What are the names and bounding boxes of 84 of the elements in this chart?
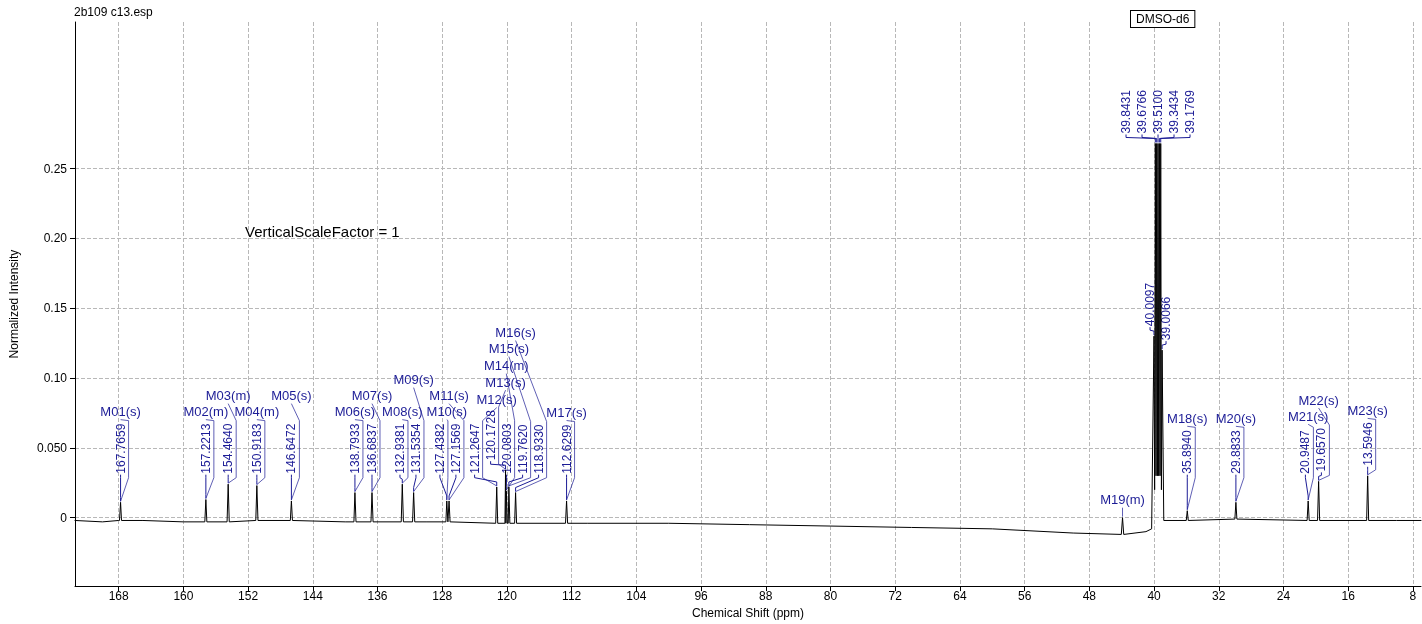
annotation: 167.7659 <box>113 423 128 474</box>
annotation: M04(m) <box>234 404 280 420</box>
text: 2b109 c13.esp <box>74 5 154 19</box>
x-tick-label: 56 <box>1017 589 1032 604</box>
annotation: 150.9183 <box>249 423 264 474</box>
x-tick-label: 32 <box>1212 589 1226 604</box>
x-tick-label: 168 <box>108 589 130 604</box>
annotation: M02(m) <box>183 404 229 420</box>
annotation: M23(s) <box>1347 402 1388 418</box>
annotation: M08(s) <box>382 404 423 420</box>
y-tick-label: 0.15 <box>43 301 68 316</box>
annotation: DMSO-d6 <box>1136 12 1190 26</box>
annotation: 154.4640 <box>221 423 236 474</box>
annotation: 119.7620 <box>515 424 530 474</box>
y-tick-label: 0.050 <box>36 440 68 455</box>
annotation: 132.9381 <box>392 423 407 474</box>
annotation: 120.1728 <box>483 409 498 461</box>
annotation: M17(s) <box>546 405 587 421</box>
y-tick-label: 0 <box>60 510 68 525</box>
annotation: 19.6570 <box>1314 427 1329 472</box>
x-tick-label: 16 <box>1341 589 1356 604</box>
x-tick-label: 120 <box>496 589 518 604</box>
annotation: M22(s) <box>1298 392 1339 408</box>
annotation: M07(s) <box>351 388 393 404</box>
x-tick-label: 104 <box>626 589 647 604</box>
annotation: M14(m) <box>483 358 529 374</box>
annotation: 39.8431 <box>1119 89 1134 134</box>
x-tick-label: 24 <box>1276 589 1291 604</box>
y-tick-label: 0.10 <box>43 371 68 386</box>
annotation: M15(s) <box>488 341 530 357</box>
annotation: M01(s) <box>100 404 141 420</box>
annotation: M12(s) <box>476 392 517 408</box>
annotation: 118.9330 <box>531 424 546 474</box>
annotation: 120.0803 <box>499 423 514 474</box>
annotation: M05(s) <box>271 388 312 404</box>
annotation: 35.8940 <box>1180 429 1195 474</box>
annotation: M03(m) <box>205 388 251 404</box>
x-tick-label: 128 <box>432 589 453 604</box>
annotation: 39.5100 <box>1151 89 1166 134</box>
annotation: 39.1769 <box>1183 89 1198 134</box>
x-tick-label: 8 <box>1409 589 1417 604</box>
x-tick-label: 48 <box>1082 589 1097 604</box>
annotation: 131.5354 <box>408 423 423 474</box>
annotation: 29.8833 <box>1228 429 1243 474</box>
x-tick-label: 160 <box>173 589 194 604</box>
annotation: 146.6472 <box>284 423 299 474</box>
annotation: M06(s) <box>334 404 376 420</box>
annotation: 39.6766 <box>1135 89 1150 134</box>
annotation: 39.0066 <box>1159 296 1174 341</box>
annotation: 13.5946 <box>1360 422 1375 466</box>
x-tick-label: 136 <box>367 589 388 604</box>
annotation: M21(s) <box>1287 408 1329 424</box>
x-tick-label: 96 <box>694 589 709 604</box>
annotation: 127.4382 <box>432 423 447 474</box>
x-axis-title: Chemical Shift (ppm) <box>691 606 805 620</box>
annotation: VerticalScaleFactor = 1 <box>245 223 400 240</box>
x-tick-label: 88 <box>759 589 773 604</box>
x-tick-label: 80 <box>823 589 838 604</box>
y-tick-label: 0.25 <box>43 161 68 176</box>
x-tick-label: 144 <box>302 589 324 604</box>
annotation: 127.1569 <box>448 423 463 474</box>
annotation: 20.9487 <box>1298 429 1313 474</box>
x-tick-label: 112 <box>562 589 582 604</box>
annotation: M20(s) <box>1215 410 1257 426</box>
annotation: M11(s) <box>429 388 469 404</box>
annotation: M09(s) <box>393 372 434 388</box>
annotation: M16(s) <box>495 325 536 341</box>
annotation: 39.3434 <box>1167 89 1182 134</box>
x-tick-label: 40 <box>1147 589 1162 604</box>
y-tick-label: 0.20 <box>43 231 68 246</box>
annotation: M13(s) <box>485 374 526 390</box>
annotation: 136.6837 <box>365 423 379 474</box>
x-tick-label: 72 <box>888 589 903 604</box>
x-tick-label: 152 <box>238 589 259 604</box>
annotation: 157.2213 <box>198 423 213 474</box>
annotation: 40.0097 <box>1143 282 1158 327</box>
annotation: 121.2647 <box>467 423 482 474</box>
annotation: 138.7933 <box>347 423 362 474</box>
annotation: M18(s) <box>1167 410 1208 426</box>
annotation: 112.6299 <box>559 424 574 474</box>
annotation: M19(m) <box>1100 492 1145 508</box>
y-axis-title: Normalized Intensity <box>7 249 21 359</box>
x-tick-label: 64 <box>953 589 967 604</box>
annotation: M10(s) <box>426 404 468 420</box>
